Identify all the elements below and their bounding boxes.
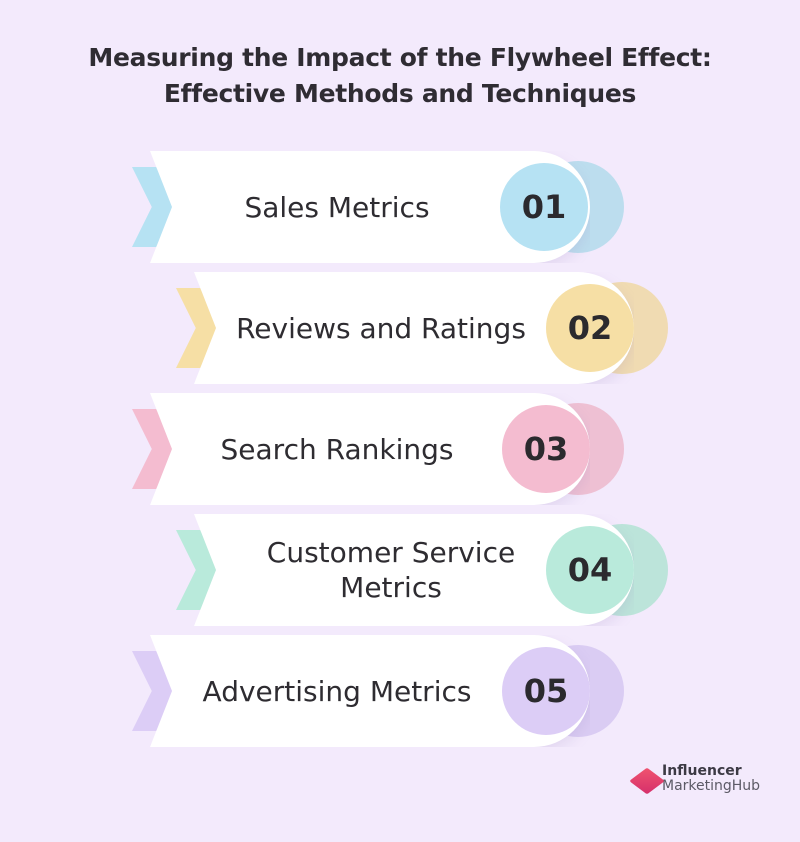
item-label: Reviews and Ratings (236, 311, 526, 345)
item-label: Sales Metrics (244, 190, 430, 224)
number-badge: 01 (500, 163, 588, 251)
page-title: Measuring the Impact of the Flywheel Eff… (0, 40, 800, 112)
logo-line-2: MarketingHub (662, 778, 761, 794)
logo-line-1: Influencer (662, 763, 742, 779)
number-badge: 03 (502, 405, 590, 493)
list-item-search-rankings: Search Rankings 03 (132, 393, 632, 507)
list-item-sales-metrics: Sales Metrics 01 (132, 151, 632, 265)
item-label: Advertising Metrics (202, 674, 472, 708)
title-line-1: Measuring the Impact of the Flywheel Eff… (88, 43, 712, 72)
list-item-customer-service-metrics: Customer Service Metrics 04 (176, 514, 676, 628)
number-badge: 05 (502, 647, 590, 735)
number-badge: 04 (546, 526, 634, 614)
list-item-advertising-metrics: Advertising Metrics 05 (132, 635, 632, 749)
title-line-2: Effective Methods and Techniques (163, 79, 637, 108)
influencer-marketing-hub-logo: Influencer MarketingHub (629, 763, 761, 795)
list-item-reviews-and-ratings: Reviews and Ratings 02 (176, 272, 676, 386)
number-badge: 02 (546, 284, 634, 372)
item-label: Customer Service Metrics (266, 536, 516, 604)
item-label: Search Rankings (220, 432, 454, 466)
logo-diamond-icon (629, 767, 665, 795)
